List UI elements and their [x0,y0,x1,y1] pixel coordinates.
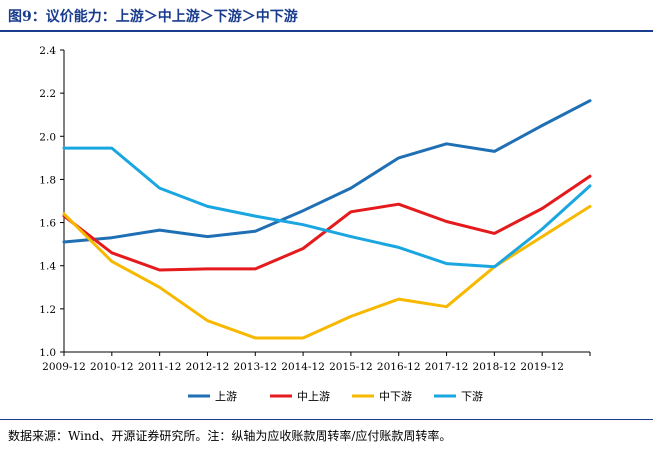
y-tick-label: 1.0 [39,347,56,359]
line-chart: 1.0 1.2 1.4 1.6 1.8 2.0 2.2 2.4 2009-12 2010-12 20… [39,45,592,403]
y-tick-label: 1.4 [39,261,56,273]
y-tick-label: 1.6 [39,218,56,230]
x-tick-label: 2017-12 [425,361,469,373]
y-tick-label: 2.0 [39,131,56,143]
x-tick-label: 2009-12 [42,361,86,373]
legend-label-4: 下游 [461,390,483,403]
source-note: 数据来源：Wind、开源证券研究所。注：纵轴为应收账款周转率/应付账款周转率。 [8,429,452,443]
x-tick-label: 2011-12 [138,361,182,373]
legend-label-1: 上游 [215,390,237,403]
x-tick-label: 2013-12 [233,361,277,373]
x-tick-label: 2016-12 [377,361,421,373]
x-tick-label: 2018-12 [473,361,517,373]
x-tick-label: 2015-12 [329,361,373,373]
legend-label-2: 中上游 [297,390,330,403]
series-line-4 [62,146,592,269]
y-tick-label: 2.4 [39,45,56,57]
legend-label-3: 中下游 [379,390,412,403]
series-line-1 [62,99,592,244]
x-tick-label: 2019-12 [520,361,564,373]
chart-series [62,99,592,340]
x-tick-label: 2012-12 [186,361,230,373]
y-tick-label: 1.8 [39,174,56,186]
y-tick-label: 2.2 [39,88,56,100]
chart-title: 图9：议价能力：上游＞中上游＞下游＞中下游 [8,9,298,25]
x-tick-label: 2010-12 [90,361,134,373]
chart-axes: 1.0 1.2 1.4 1.6 1.8 2.0 2.2 2.4 2009-12 2010-12 20… [39,45,591,373]
chart-legend: 上游 中上游 中下游 下游 [188,390,483,403]
y-tick-label: 1.2 [39,304,56,316]
title-divider [0,30,653,32]
x-tick-label: 2014-12 [281,361,325,373]
footer-divider [0,419,653,420]
